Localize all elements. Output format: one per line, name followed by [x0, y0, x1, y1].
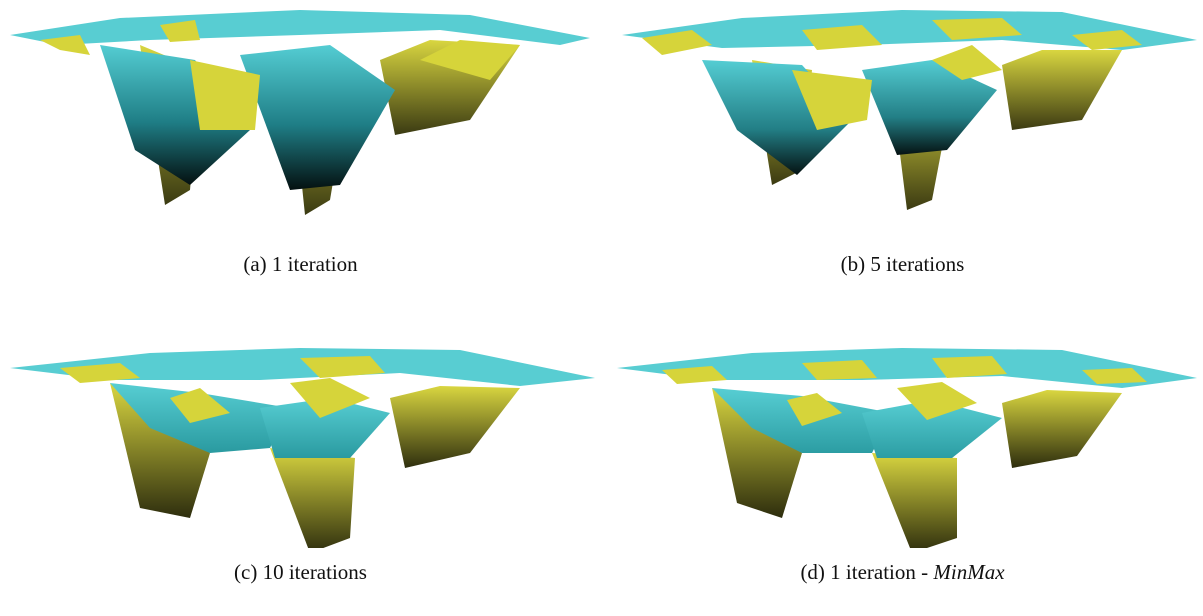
- caption-b: (b) 5 iterations: [602, 252, 1203, 277]
- caption-a-text: (a) 1 iteration: [243, 252, 358, 276]
- caption-b-text: (b) 5 iterations: [840, 252, 965, 276]
- figure-panel-c: (c) 10 iterations: [0, 308, 601, 616]
- surface-render-c: [10, 348, 595, 548]
- caption-c-text: (c) 10 iterations: [234, 560, 367, 584]
- surface-render-a: [10, 10, 590, 215]
- figure-panel-a: (a) 1 iteration: [0, 0, 601, 308]
- figure-panel-b: (b) 5 iterations: [602, 0, 1203, 308]
- surface-render-d: [617, 348, 1197, 548]
- caption-d-text: (d) 1 iteration -: [800, 560, 934, 584]
- caption-a: (a) 1 iteration: [0, 252, 601, 277]
- caption-d-italic: MinMax: [933, 560, 1005, 584]
- caption-c: (c) 10 iterations: [0, 560, 601, 585]
- surface-render-b: [622, 10, 1197, 210]
- figure-panel-d: (d) 1 iteration - MinMax: [602, 308, 1203, 616]
- caption-d: (d) 1 iteration - MinMax: [602, 560, 1203, 585]
